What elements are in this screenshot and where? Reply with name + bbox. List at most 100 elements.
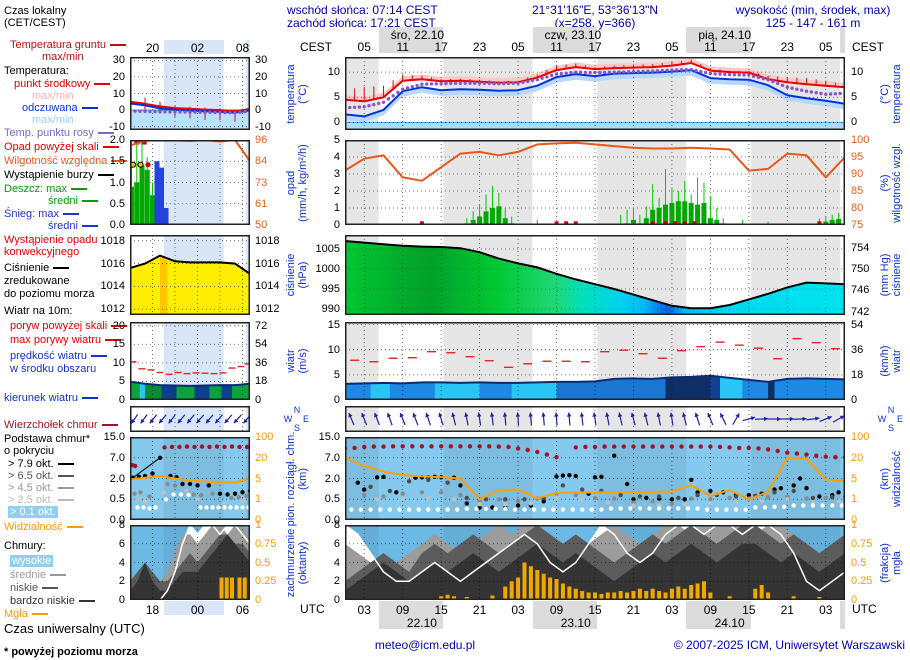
legend-storm: Wystąpienie burzy	[4, 170, 114, 181]
legend-wind-dir: kierunek wiatru	[4, 393, 98, 404]
axis-tick: 742	[851, 305, 870, 318]
axis-tick: 4	[333, 151, 340, 163]
legend-leader-line	[105, 339, 122, 342]
compass-n-label: N	[887, 405, 895, 415]
axis-time-label: 03	[511, 603, 525, 617]
legend-utc-label: Czas uniwersalny (UTC)	[4, 621, 145, 636]
cloud-top-dots	[342, 444, 848, 460]
legend-temp-mid: punkt środkowy	[14, 79, 111, 90]
grid	[130, 235, 250, 315]
axis-tick: 5	[333, 134, 340, 146]
axis-tick: 61	[255, 197, 268, 210]
legend-leader-line	[81, 397, 98, 400]
axis-time-label: 17	[434, 40, 448, 54]
legend-gust-over: poryw powyżej skali	[10, 321, 128, 332]
axis-tick: 2.0	[109, 134, 125, 146]
axis-tick: 5	[333, 368, 340, 381]
axis-time-label: 15	[588, 603, 602, 617]
axis-time-label: 22.10	[406, 616, 437, 630]
legend-leader-line	[57, 463, 74, 466]
axis-time-label: 21	[472, 603, 487, 617]
gust-dashes	[350, 337, 840, 368]
axis-tick: 1	[255, 493, 262, 506]
legend-ground-temp-2: max/min	[42, 51, 84, 63]
axis-title: ciśnienie (hPa)	[285, 253, 309, 297]
axis-tick: 75	[851, 219, 864, 231]
axis-tick: 5	[118, 375, 125, 388]
axis-time-label: 23.10	[560, 616, 591, 630]
legend-snow-max: Śnieg: max	[4, 209, 80, 220]
sunrise-text: wschód słońca: 07:14 CEST	[287, 3, 438, 17]
contact-email-link[interactable]: meteo@icm.edu.pl	[374, 638, 476, 652]
legend-leader-line	[57, 487, 74, 490]
compass-w-label: W	[283, 414, 293, 424]
axis-title: (%) wilgotność wzgl.	[879, 142, 903, 223]
footnote: * powyżej poziomu morza	[4, 646, 138, 658]
axis-tick: 990	[321, 303, 340, 315]
axis-tick: 2.0	[109, 472, 125, 485]
axis-tick: 20	[255, 451, 268, 464]
axis-tick: 100	[851, 134, 870, 146]
axis-tick: 0.5	[851, 556, 867, 569]
panel-temp-main	[343, 57, 847, 130]
axis-title: pion. rozciągł. chm. (km)	[285, 431, 309, 526]
axis-tick: 3	[333, 168, 340, 180]
legend-okt65: > 6.5 okt.	[8, 471, 74, 482]
legend-leader-line	[42, 587, 59, 590]
legend-leader-line	[91, 355, 108, 358]
utc-label-left: UTC	[300, 602, 325, 616]
axis-day-band	[163, 40, 224, 54]
legend-fog: Mgła	[4, 609, 48, 620]
legend-clouds-verylow: bardzo niskie	[10, 596, 95, 607]
axis-tick: 1.5	[109, 155, 125, 168]
legend-visibility: Widzialność	[4, 522, 83, 533]
legend-dewpoint: Temp. punktu rosy	[4, 128, 114, 139]
axis-tick: 0.0	[109, 514, 125, 526]
axis-time-label: czw, 23.10	[544, 28, 602, 42]
copyright-text: © 2007-2025 ICM, Uniwersytet Warszawski	[673, 638, 905, 652]
legend-okt45: > 4.5 okt.	[8, 483, 74, 494]
legend-leader-line	[111, 325, 128, 328]
legend-snow-mean: średni	[48, 221, 98, 232]
axis-tick: 0	[255, 594, 262, 606]
legend-wind-speed-2: w środku obszaru	[10, 363, 97, 375]
panel-wiatr-mini	[129, 322, 252, 401]
axis-tick: 1	[255, 519, 262, 531]
panel-opad-mini	[129, 139, 251, 226]
axis-tick: 0	[851, 394, 858, 406]
axis-tick: 1012	[255, 303, 280, 316]
axis-day-band	[686, 601, 752, 629]
axis-tick: 0.0	[324, 514, 340, 526]
legend-pressure-1: Ciśnienie	[4, 263, 70, 274]
legend-leader-line	[94, 83, 111, 86]
conv-marker	[145, 162, 151, 168]
legend-cloud-base-2: o pokryciu	[4, 445, 55, 457]
axis-tick: 10	[112, 356, 125, 369]
axis-tick: 54	[255, 338, 268, 351]
axis-tick: 0	[118, 104, 125, 117]
axis-tick: 1014	[255, 280, 280, 293]
convective-markers	[419, 221, 822, 226]
axis-tick: 0.5	[324, 493, 340, 506]
axis-tick: 5	[333, 91, 340, 104]
axis-time-label: 05	[819, 40, 833, 54]
legend-leader-line	[97, 174, 114, 177]
legend-conv-1: Wystąpienie opadu	[4, 234, 98, 246]
utc-label-right: UTC	[852, 602, 877, 616]
wind-direction-arrows	[348, 412, 845, 426]
axis-day-band	[532, 601, 598, 629]
panel-zach-main	[344, 524, 846, 601]
legend-clouds-high: wysokie	[10, 555, 74, 567]
axis-day-band	[378, 27, 444, 53]
legend-rain-max: Deszcz: max	[4, 184, 87, 195]
clouds-verylow-area	[345, 543, 845, 600]
legend-ground-temp-1: Temperatura gruntu	[10, 40, 126, 51]
compass-n-label: N	[293, 405, 301, 415]
axis-title: wiatr (m/s)	[285, 348, 309, 374]
legend-okt01: > 0.1 okt.	[8, 506, 78, 518]
panel-cisn-main	[344, 235, 846, 315]
compass-e-label: E	[302, 414, 310, 424]
axis-tick: -10	[109, 120, 125, 133]
axis-tick: 0.5	[255, 556, 271, 569]
axis-time-label: 03	[357, 603, 371, 617]
